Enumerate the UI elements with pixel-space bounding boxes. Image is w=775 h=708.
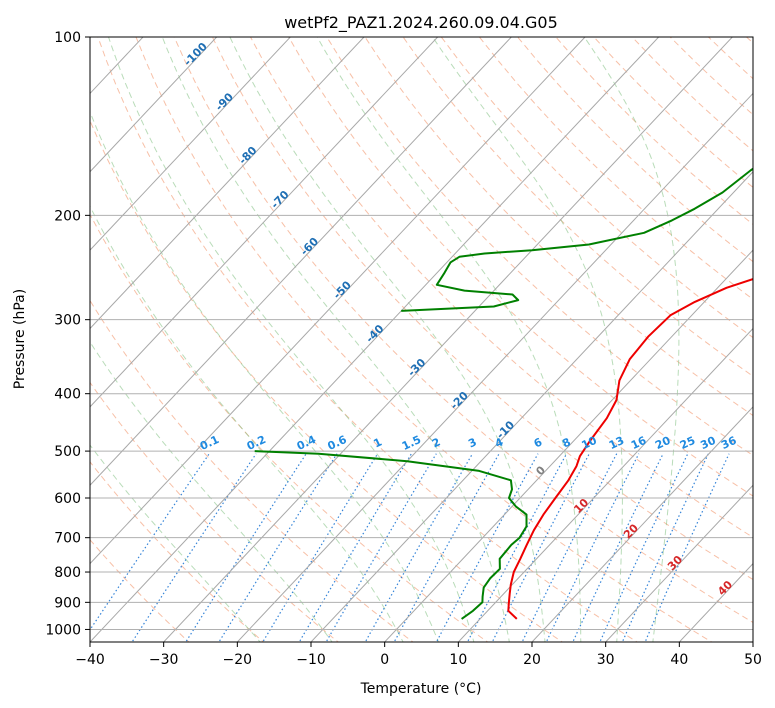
mixing-ratio-label: 36 [719,434,739,452]
y-axis-label: Pressure (hPa) [12,289,28,389]
isotherm-line [90,37,513,486]
mixing-ratio-label: 25 [678,434,697,452]
chart-title: wetPf2_PAZ1.2024.260.09.04.G05 [284,13,558,33]
x-tick-label: −10 [296,652,326,668]
y-tick-label: 300 [54,313,81,329]
mixing-ratio-line [185,453,307,642]
mixing-ratio-line [262,453,379,642]
plot-area [90,37,753,642]
x-tick-label: 50 [744,652,762,668]
x-axis-ticks: −40 −30 −20 −10 0 10 20 30 40 50 [75,642,762,668]
x-tick-label: −30 [149,652,179,668]
isotherm-line [90,37,218,173]
isotherm-line [383,249,753,642]
y-tick-label: 900 [54,595,81,611]
mixing-ratio-line [545,453,640,642]
dry-adiabat-line [479,37,753,300]
dry-adiabat-line [402,37,753,377]
isotherm-line [162,37,734,642]
x-tick-label: −20 [223,652,253,668]
y-tick-label: 800 [54,565,81,581]
y-tick-label: 600 [54,491,81,507]
mixing-ratio-lines [90,453,730,642]
y-tick-label: 100 [54,30,81,46]
mixing-ratio-line [435,453,539,642]
isotherms [90,37,753,642]
y-tick-label: 1000 [45,622,81,638]
x-axis-label: Temperature (°C) [360,681,482,697]
y-tick-label: 700 [54,531,81,547]
y-tick-label: 400 [54,387,81,403]
isotherm-line [604,484,753,642]
mixing-ratio-label: 16 [629,434,649,452]
isotherm-line [90,37,365,330]
mixing-ratio-label: 20 [653,434,673,452]
x-tick-label: 10 [449,652,467,668]
dry-adiabat-line [97,37,638,642]
isotherm-line [90,37,439,408]
mixing-ratio-label: 30 [698,434,718,452]
isotherm-line [310,171,753,642]
isotherm-line [90,37,586,565]
x-tick-label: 20 [523,652,541,668]
y-tick-label: 200 [54,208,81,224]
dewpoint-profile-line-1 [254,450,528,620]
isotherm-line [236,92,753,642]
y-tick-label: 500 [54,444,81,460]
dry-adiabat-line [288,37,753,497]
mixing-ratio-line [621,453,709,642]
isotherm-line [90,37,660,642]
dry-adiabat-line [250,37,753,538]
mixing-ratio-line [131,453,257,642]
profile-series [254,167,753,620]
temperature-profile-line [507,277,753,620]
x-tick-label: 30 [597,652,615,668]
mixing-ratio-label: 10 [580,434,600,452]
dewpoint-profile-line-2 [401,167,753,312]
moist-adiabat-line [90,444,261,642]
isotherm-line [457,327,753,642]
x-tick-label: 40 [670,652,688,668]
mixing-ratio-line [644,453,730,642]
mixing-ratio-line [90,453,210,631]
isotherm-line [90,37,292,251]
x-tick-label: −40 [75,652,105,668]
isotherm-line [531,406,753,642]
mixing-ratio-line [393,453,500,642]
pressure-gridlines [90,37,753,630]
plot-frame [89,36,754,643]
x-tick-label: 0 [380,652,389,668]
dry-adiabat-line [135,37,713,642]
y-axis-ticks: 100 200 300 400 500 600 700 800 900 1000 [45,30,90,638]
mixing-ratio-label: 13 [607,434,626,452]
dry-adiabat-line [211,37,753,581]
dry-adiabat-line [440,37,753,339]
